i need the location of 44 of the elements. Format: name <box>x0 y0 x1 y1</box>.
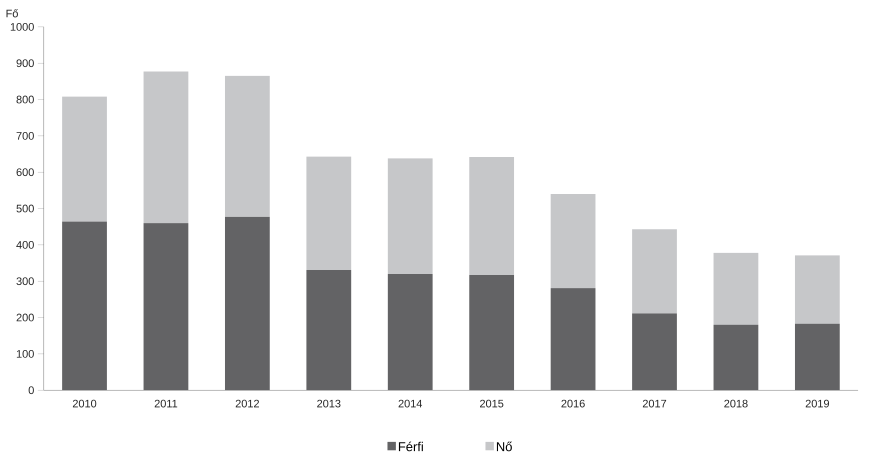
y-tick-label: 100 <box>16 350 34 358</box>
x-tick-label: 2013 <box>317 400 340 408</box>
bar <box>714 252 758 325</box>
y-tick-label: 200 <box>16 314 34 322</box>
x-tick-label: 2014 <box>398 400 422 408</box>
bar <box>388 274 433 390</box>
x-tick-label: 2012 <box>236 400 259 408</box>
bar <box>306 270 352 390</box>
bar <box>794 255 840 324</box>
bar <box>469 275 514 390</box>
bar <box>144 223 188 390</box>
y-tick-label: 1000 <box>10 23 34 31</box>
y-tick-label: 900 <box>16 59 34 68</box>
y-tick-label: 600 <box>16 168 34 176</box>
y-tick-label: 400 <box>16 241 34 249</box>
bar <box>550 288 596 390</box>
bar <box>388 158 433 274</box>
bar <box>632 229 677 314</box>
bar <box>714 324 758 390</box>
bar <box>469 157 514 276</box>
y-tick-label: 800 <box>16 96 34 104</box>
legend-label: Nő <box>496 442 512 452</box>
bar <box>144 72 188 224</box>
x-tick-label: 2017 <box>642 400 666 408</box>
y-tick-label: 700 <box>16 132 34 140</box>
bar <box>62 222 107 390</box>
bar <box>224 76 270 217</box>
x-tick-label: 2015 <box>480 400 504 408</box>
y-tick-label: 500 <box>16 204 34 212</box>
y-axis-title: Fő <box>6 9 18 18</box>
x-tick-label: 2019 <box>806 400 830 408</box>
bar <box>550 194 596 288</box>
bar <box>632 314 677 390</box>
x-tick-label: 2011 <box>154 400 178 408</box>
y-tick-label: 300 <box>16 277 34 286</box>
bar <box>62 96 107 222</box>
x-tick-label: 2016 <box>561 400 585 408</box>
bar <box>306 156 352 270</box>
x-tick-label: 2010 <box>72 400 96 408</box>
legend-label: Férfi <box>398 442 423 452</box>
y-tick-label: 0 <box>28 386 34 394</box>
x-tick-label: 2018 <box>724 400 748 408</box>
bar <box>794 324 840 390</box>
bar <box>224 216 270 390</box>
